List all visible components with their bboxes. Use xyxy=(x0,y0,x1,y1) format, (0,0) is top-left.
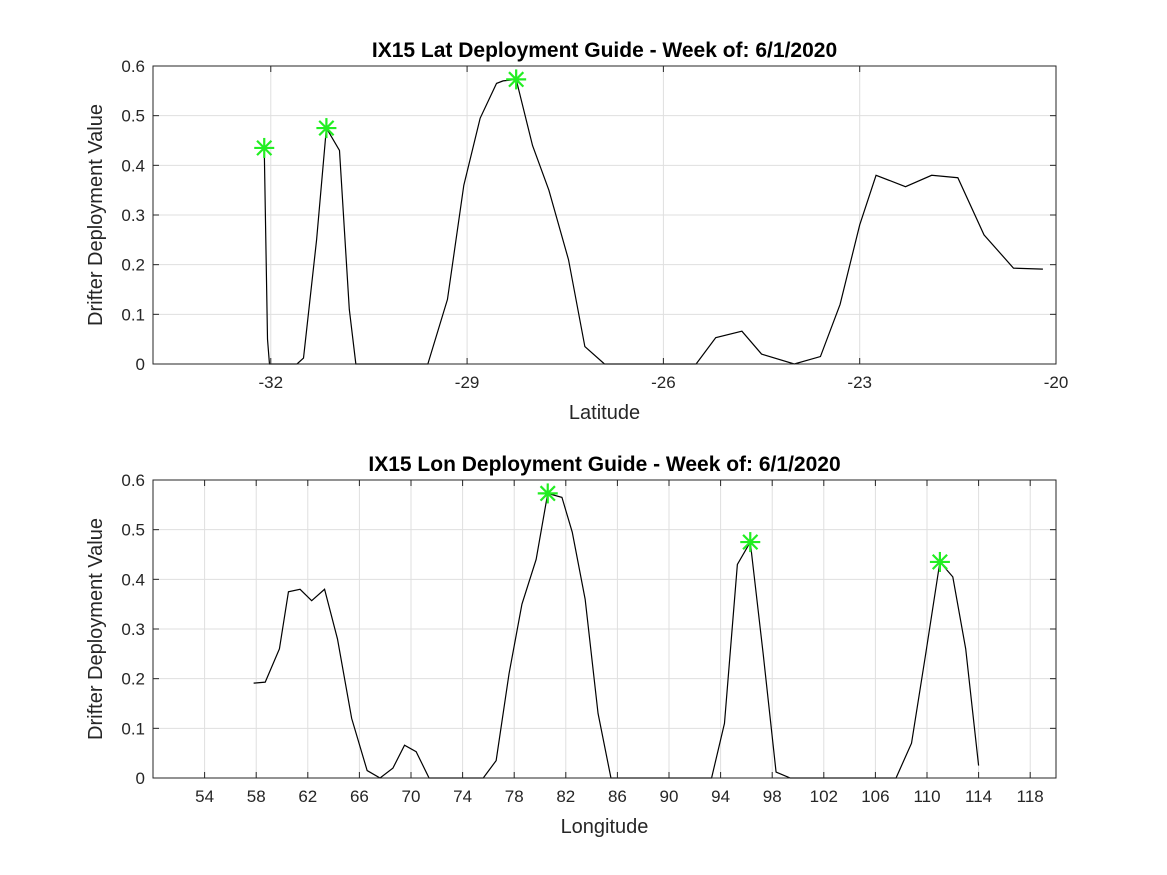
latitude-y-tick-label: 0.1 xyxy=(121,305,145,324)
latitude-chart-title: IX15 Lat Deployment Guide - Week of: 6/1… xyxy=(372,39,837,62)
longitude-y-tick-label: 0.6 xyxy=(121,471,145,490)
longitude-x-tick-label: 78 xyxy=(505,787,524,806)
latitude-x-tick-label: -32 xyxy=(258,373,283,392)
longitude-y-tick-label: 0.5 xyxy=(121,521,145,540)
latitude-peak-marker xyxy=(316,118,337,139)
longitude-x-tick-label: 102 xyxy=(810,787,838,806)
longitude-x-tick-label: 106 xyxy=(861,787,889,806)
latitude-y-tick-label: 0.2 xyxy=(121,256,145,275)
longitude-plot-frame xyxy=(152,479,1057,779)
longitude-y-tick-label: 0.4 xyxy=(121,570,145,589)
longitude-peak-marker xyxy=(929,551,950,572)
latitude-series-line xyxy=(263,78,1043,365)
longitude-x-tick-label: 66 xyxy=(350,787,369,806)
longitude-y-tick-label: 0.2 xyxy=(121,670,145,689)
marker-stroke xyxy=(318,120,335,137)
marker-stroke xyxy=(742,534,759,551)
longitude-peak-marker xyxy=(537,483,558,504)
latitude-plot-frame xyxy=(152,65,1057,365)
latitude-subplot: IX15 Lat Deployment Guide - Week of: 6/1… xyxy=(85,39,1068,424)
longitude-x-tick-label: 98 xyxy=(763,787,782,806)
longitude-peak-marker xyxy=(740,532,761,553)
marker-stroke xyxy=(539,485,556,502)
marker-stroke xyxy=(256,139,273,156)
latitude-y-tick-label: 0.4 xyxy=(121,156,145,175)
longitude-y-tick-label: 0 xyxy=(136,769,145,788)
latitude-peak-marker xyxy=(506,69,527,90)
longitude-x-axis-label: Longitude xyxy=(561,816,649,838)
longitude-x-tick-label: 62 xyxy=(298,787,317,806)
longitude-x-tick-label: 114 xyxy=(965,787,992,806)
longitude-y-axis-label: Drifter Deployment Value xyxy=(85,518,107,740)
longitude-subplot: IX15 Lon Deployment Guide - Week of: 6/1… xyxy=(85,453,1057,838)
latitude-peak-marker xyxy=(254,137,275,158)
longitude-y-tick-label: 0.3 xyxy=(121,620,145,639)
latitude-y-tick-label: 0.6 xyxy=(121,57,145,76)
longitude-x-tick-label: 110 xyxy=(913,787,940,806)
longitude-x-tick-label: 54 xyxy=(195,787,214,806)
latitude-x-tick-label: -26 xyxy=(651,373,676,392)
longitude-y-tick-label: 0.1 xyxy=(121,719,145,738)
latitude-y-axis-label: Drifter Deployment Value xyxy=(85,104,107,326)
latitude-x-tick-label: -29 xyxy=(455,373,480,392)
latitude-x-tick-label: -20 xyxy=(1044,373,1069,392)
longitude-x-tick-label: 86 xyxy=(608,787,627,806)
longitude-x-tick-label: 82 xyxy=(556,787,575,806)
longitude-x-tick-label: 74 xyxy=(453,787,472,806)
longitude-x-tick-label: 70 xyxy=(402,787,421,806)
latitude-x-axis-label: Latitude xyxy=(569,402,640,424)
latitude-y-tick-label: 0.5 xyxy=(121,107,145,126)
latitude-y-tick-label: 0.3 xyxy=(121,206,145,225)
longitude-x-tick-label: 58 xyxy=(247,787,266,806)
longitude-x-tick-label: 90 xyxy=(660,787,679,806)
longitude-series-line xyxy=(253,492,980,779)
longitude-x-tick-label: 94 xyxy=(711,787,730,806)
longitude-chart-title: IX15 Lon Deployment Guide - Week of: 6/1… xyxy=(368,453,840,476)
longitude-x-tick-label: 118 xyxy=(1017,787,1044,806)
marker-stroke xyxy=(931,553,948,570)
latitude-y-tick-label: 0 xyxy=(136,355,145,374)
latitude-x-tick-label: -23 xyxy=(847,373,872,392)
marker-stroke xyxy=(508,71,525,88)
